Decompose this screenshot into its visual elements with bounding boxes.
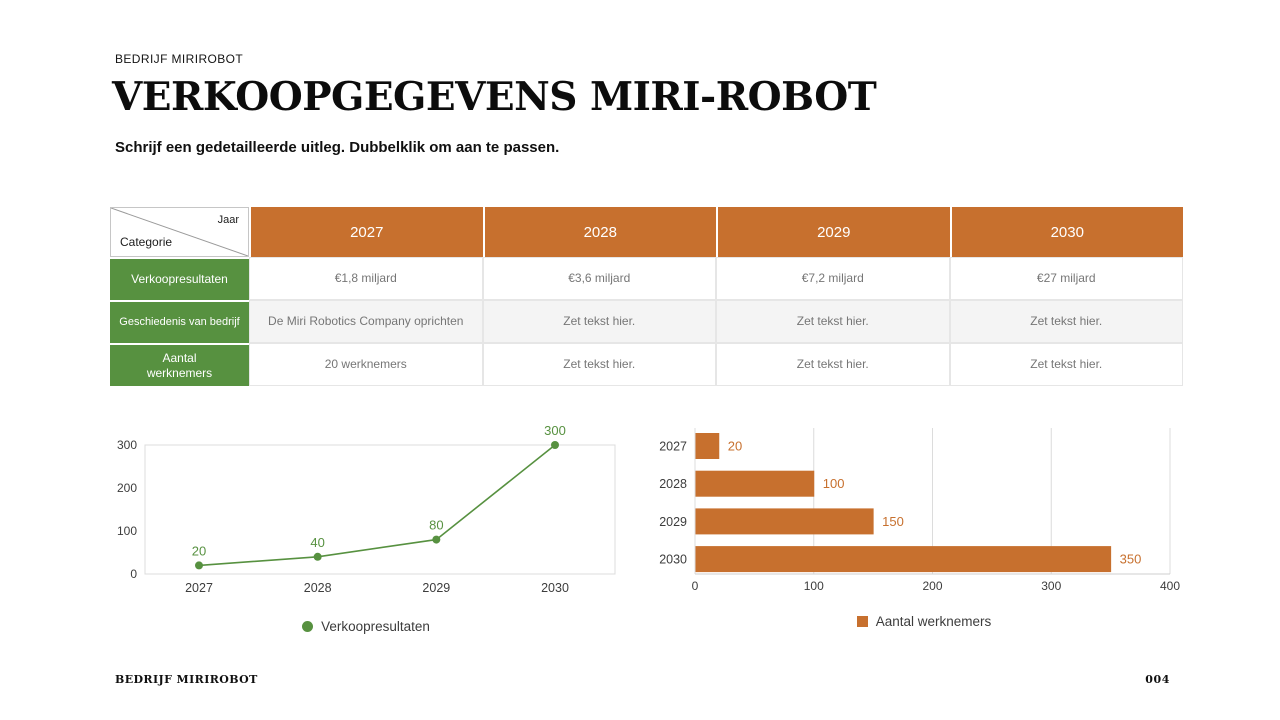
svg-text:100: 100	[117, 524, 137, 538]
svg-text:2030: 2030	[659, 553, 687, 567]
table-cell[interactable]: Zet tekst hier.	[949, 300, 1183, 343]
kicker: BEDRIJF MIRIROBOT	[115, 52, 244, 66]
svg-text:40: 40	[310, 535, 324, 550]
year-header-2028[interactable]: 2028	[482, 207, 716, 257]
year-header-2030[interactable]: 2030	[949, 207, 1183, 257]
svg-text:0: 0	[692, 579, 699, 593]
corner-label-jaar: Jaar	[217, 214, 239, 226]
row-label-text: Geschiedenis van bedrijf	[119, 315, 240, 328]
svg-text:20: 20	[728, 439, 742, 454]
line-chart-legend: Verkoopresultaten	[110, 619, 622, 634]
table-cell[interactable]: €1,8 miljard	[249, 257, 483, 300]
bar-legend-label: Aantal werknemers	[875, 614, 992, 629]
svg-text:2029: 2029	[659, 515, 687, 529]
table-cell[interactable]: De Miri Robotics Company oprichten	[249, 300, 483, 343]
row-label-verkoopresultaten[interactable]: Verkoopresultaten	[110, 257, 249, 300]
table-cell[interactable]: Zet tekst hier.	[482, 300, 716, 343]
data-table: Jaar Categorie 2027 2028 2029 2030 Verko…	[110, 207, 1183, 386]
table-cell[interactable]: Zet tekst hier.	[716, 343, 950, 386]
table-cell[interactable]: 20 werknemers	[249, 343, 483, 386]
svg-text:2029: 2029	[422, 581, 450, 595]
svg-text:200: 200	[117, 481, 137, 495]
svg-text:300: 300	[544, 424, 566, 438]
svg-text:2030: 2030	[541, 581, 569, 595]
svg-text:80: 80	[429, 518, 443, 533]
row-label-text: Verkoopresultaten	[131, 272, 228, 286]
bar-chart-plot: 0 100 200 300 400 2027 20 2028 100 2029 150 2030 350	[659, 428, 1180, 593]
svg-text:0: 0	[130, 567, 137, 581]
footer-company: BEDRIJF MIRIROBOT	[115, 673, 258, 686]
table-corner-cell: Jaar Categorie	[110, 207, 249, 257]
corner-label-categorie: Categorie	[120, 235, 173, 249]
svg-text:150: 150	[882, 514, 904, 529]
svg-text:2027: 2027	[659, 440, 687, 454]
row-label-geschiedenis[interactable]: Geschiedenis van bedrijf	[110, 300, 249, 343]
year-header-2029[interactable]: 2029	[716, 207, 950, 257]
line-chart-plot: 0 100 200 300 20 2027 40 2028 80 2029 300 2030	[117, 424, 616, 595]
svg-text:100: 100	[823, 476, 845, 491]
year-header-2027[interactable]: 2027	[249, 207, 483, 257]
row-label-text: Aantal werknemers	[146, 350, 213, 380]
svg-text:400: 400	[1160, 579, 1180, 593]
svg-text:300: 300	[1041, 579, 1061, 593]
table-cell[interactable]: €7,2 miljard	[716, 257, 950, 300]
line-chart[interactable]: 0 100 200 300 20 2027 40 2028 80 2029 300 2030 Verk…	[110, 424, 622, 634]
page-title: VERKOOPGEGEVENS MIRI-ROBOT	[112, 74, 877, 120]
table-cell[interactable]: Zet tekst hier.	[716, 300, 950, 343]
svg-text:100: 100	[804, 579, 824, 593]
svg-text:350: 350	[1120, 552, 1142, 567]
legend-dot-icon	[302, 621, 314, 632]
table-cell[interactable]: €27 miljard	[949, 257, 1183, 300]
bar-chart-legend: Aantal werknemers	[658, 614, 1190, 629]
table-cell[interactable]: €3,6 miljard	[482, 257, 716, 300]
bar-chart[interactable]: 0 100 200 300 400 2027 20 2028 100 2029 150 2030 350…	[658, 424, 1190, 629]
table-cell[interactable]: Zet tekst hier.	[949, 343, 1183, 386]
footer-page-number: 004	[1145, 673, 1170, 686]
svg-text:300: 300	[117, 438, 137, 452]
row-label-aantal-werknemers[interactable]: Aantal werknemers	[110, 343, 249, 386]
svg-text:2028: 2028	[659, 477, 687, 491]
svg-text:2028: 2028	[304, 581, 332, 595]
svg-text:2027: 2027	[185, 581, 213, 595]
line-legend-label: Verkoopresultaten	[321, 619, 430, 634]
subtitle[interactable]: Schrijf een gedetailleerde uitleg. Dubbe…	[115, 139, 560, 156]
legend-square-icon	[856, 616, 868, 627]
svg-text:200: 200	[922, 579, 942, 593]
diagonal-divider	[111, 208, 248, 256]
svg-text:20: 20	[192, 543, 206, 558]
table-cell[interactable]: Zet tekst hier.	[482, 343, 716, 386]
